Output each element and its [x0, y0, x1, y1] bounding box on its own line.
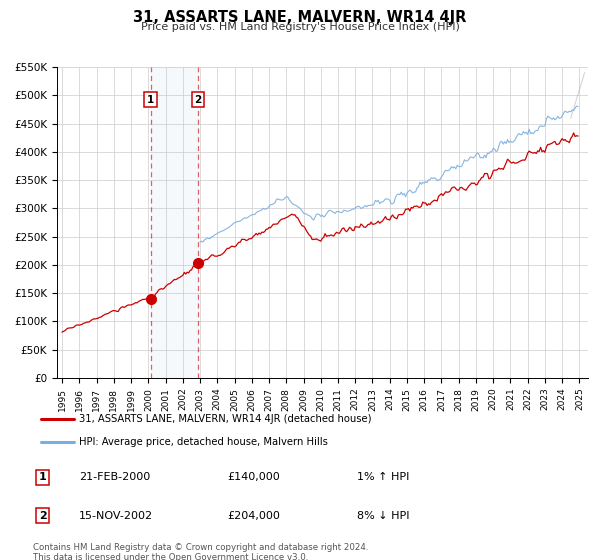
Text: Price paid vs. HM Land Registry's House Price Index (HPI): Price paid vs. HM Land Registry's House … — [140, 22, 460, 32]
Text: 1: 1 — [147, 95, 154, 105]
Bar — [151, 67, 198, 378]
Text: This data is licensed under the Open Government Licence v3.0.: This data is licensed under the Open Gov… — [33, 553, 308, 560]
Text: 15-NOV-2002: 15-NOV-2002 — [79, 511, 153, 521]
Text: 21-FEB-2000: 21-FEB-2000 — [79, 473, 150, 482]
Text: £140,000: £140,000 — [227, 473, 280, 482]
Text: £204,000: £204,000 — [227, 511, 280, 521]
Text: 31, ASSARTS LANE, MALVERN, WR14 4JR: 31, ASSARTS LANE, MALVERN, WR14 4JR — [133, 10, 467, 25]
Text: 2: 2 — [194, 95, 202, 105]
Text: HPI: Average price, detached house, Malvern Hills: HPI: Average price, detached house, Malv… — [79, 437, 328, 447]
Text: Contains HM Land Registry data © Crown copyright and database right 2024.: Contains HM Land Registry data © Crown c… — [33, 543, 368, 552]
Text: 1% ↑ HPI: 1% ↑ HPI — [357, 473, 409, 482]
Text: 1: 1 — [39, 473, 47, 482]
Text: 8% ↓ HPI: 8% ↓ HPI — [357, 511, 409, 521]
Text: 2: 2 — [39, 511, 47, 521]
Text: 31, ASSARTS LANE, MALVERN, WR14 4JR (detached house): 31, ASSARTS LANE, MALVERN, WR14 4JR (det… — [79, 414, 371, 424]
